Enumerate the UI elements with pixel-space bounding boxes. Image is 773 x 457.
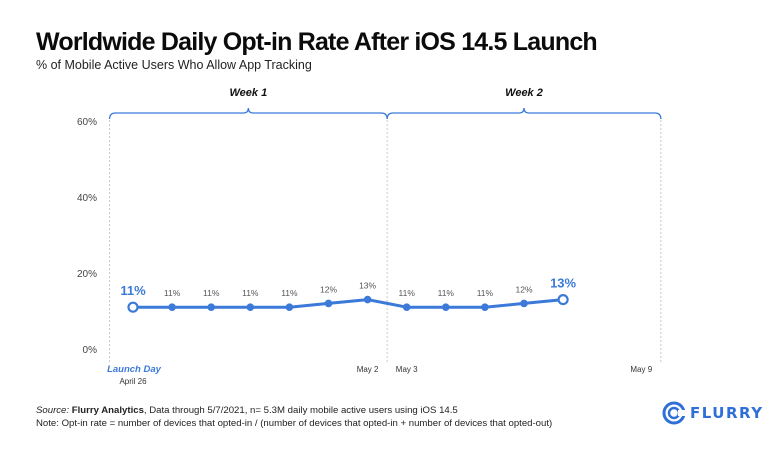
data-point — [285, 303, 294, 312]
y-tick-label: 60% — [77, 117, 97, 128]
data-label: 11% — [120, 283, 146, 298]
week-bracket — [108, 107, 388, 120]
data-point — [481, 303, 489, 312]
data-point-highlight — [127, 301, 139, 313]
definition-note: Note: Opt-in rate = number of devices th… — [36, 418, 553, 429]
data-point — [246, 303, 255, 312]
x-tick-label: April 26 — [119, 377, 147, 386]
data-label: 11% — [477, 288, 494, 298]
data-label: 12% — [515, 284, 532, 294]
week-label: Week 2 — [505, 87, 543, 99]
data-point — [168, 303, 176, 312]
y-tick-label: 20% — [77, 269, 97, 280]
source-prefix: Source: — [36, 405, 70, 416]
data-point — [442, 303, 450, 312]
data-point — [520, 299, 528, 308]
data-point — [402, 303, 411, 312]
source-note: Source: Flurry Analytics, Data through 5… — [36, 405, 458, 416]
opt-in-rate-chart: 0% 20% 40% 60% Week 1 Week 2 11% 11% 11% 11% 11% 12… — [77, 87, 662, 386]
data-point — [363, 295, 372, 304]
data-label: 11% — [164, 288, 181, 298]
data-label: 11% — [438, 288, 455, 298]
y-tick-label: 40% — [77, 193, 97, 204]
x-label-launch-day: Launch Day — [107, 364, 162, 375]
flurry-logo-text: FLURRY — [690, 404, 764, 422]
chart-title: Worldwide Daily Opt-in Rate After iOS 14… — [36, 28, 598, 56]
x-tick-label: May 3 — [396, 365, 418, 374]
flurry-logo-icon — [662, 401, 686, 425]
week-label: Week 1 — [229, 87, 267, 99]
data-point-highlight — [557, 294, 569, 306]
data-label: 11% — [281, 288, 298, 298]
chart-subtitle: % of Mobile Active Users Who Allow App T… — [36, 58, 312, 72]
data-point — [324, 299, 333, 308]
data-label: 13% — [359, 281, 376, 291]
source-details: , Data through 5/7/2021, n= 5.3M daily m… — [143, 405, 458, 416]
x-tick-label: May 2 — [357, 365, 379, 374]
source-name: Flurry Analytics — [71, 405, 144, 416]
data-label: 11% — [399, 288, 416, 298]
series-line — [133, 298, 564, 309]
data-label: 13% — [550, 276, 576, 291]
flurry-logo: FLURRY — [662, 400, 764, 426]
y-tick-label: 0% — [83, 345, 98, 356]
week-bracket — [386, 107, 662, 120]
x-tick-label: May 9 — [630, 365, 652, 374]
data-label: 11% — [203, 288, 220, 298]
data-label: 11% — [242, 288, 259, 298]
data-label: 12% — [320, 284, 337, 294]
data-point — [207, 303, 215, 312]
